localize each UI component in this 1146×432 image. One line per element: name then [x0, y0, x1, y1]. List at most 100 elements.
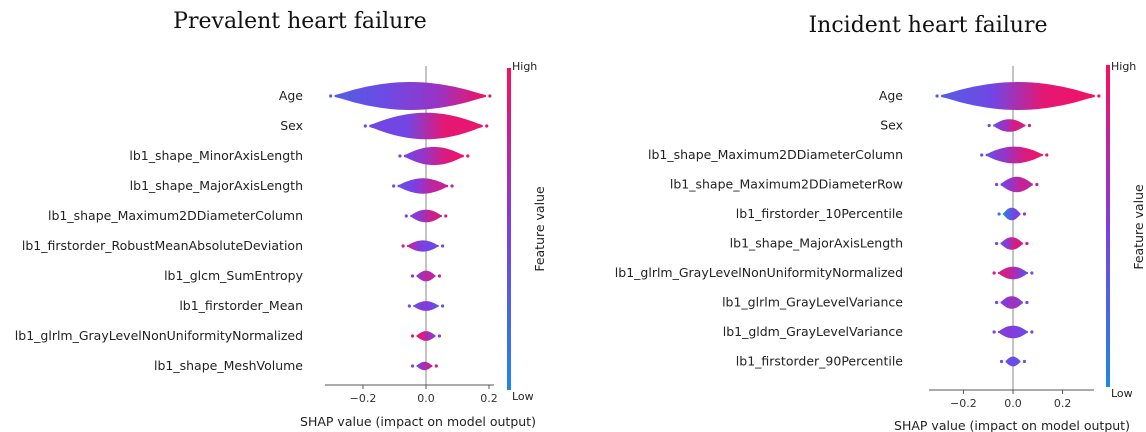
outlier-point — [450, 184, 454, 188]
feature-label: lb1_firstorder_10Percentile — [736, 206, 904, 221]
colorbar-title: Feature value — [1131, 184, 1146, 270]
outlier-point — [992, 330, 996, 334]
violin — [998, 325, 1028, 339]
violin — [413, 301, 439, 311]
violin — [993, 119, 1026, 132]
outlier-point — [1025, 241, 1029, 246]
outlier-point — [1030, 330, 1034, 334]
feature-label: lb1_shape_MeshVolume — [154, 358, 303, 373]
violin — [941, 82, 1095, 110]
outlier-point — [410, 274, 415, 278]
outlier-point — [434, 364, 438, 368]
feature-label: lb1_shape_Maximum2DDiameterColumn — [48, 208, 303, 223]
x-ticks: −0.2 0.0 0.2 — [350, 385, 498, 405]
outlier-point — [992, 271, 996, 275]
outlier-point — [398, 154, 402, 158]
x-tick-label: −0.2 — [950, 397, 977, 410]
violin — [416, 331, 436, 341]
outlier-point — [437, 334, 442, 338]
outlier-point — [329, 94, 333, 98]
feature-label: lb1_firstorder_RobustMeanAbsoluteDeviati… — [22, 238, 303, 253]
outlier-point — [995, 182, 999, 187]
violin — [403, 146, 464, 166]
outlier-point — [1022, 212, 1027, 216]
colorbar-high-label: High — [512, 60, 537, 73]
violin — [1003, 207, 1021, 221]
violin — [985, 146, 1043, 164]
outlier-point — [466, 154, 470, 158]
colorbar-title: Feature value — [532, 186, 547, 272]
x-tick-label: 0.0 — [417, 392, 435, 405]
violin — [407, 240, 439, 252]
outlier-point — [407, 304, 411, 308]
outlier-point — [404, 214, 408, 218]
outlier-point — [401, 244, 405, 248]
outlier-point — [410, 334, 415, 338]
colorbar-high-label: High — [1111, 60, 1136, 73]
panel-incident: Incident heart failure Age Sex lb1_shape_M… — [615, 13, 1146, 432]
outlier-point — [999, 359, 1004, 364]
violin — [998, 266, 1028, 280]
outlier-point — [935, 94, 939, 98]
chart-title: Incident heart failure — [808, 13, 1047, 38]
feature-label: lb1_firstorder_90Percentile — [736, 354, 904, 369]
x-axis-label: SHAP value (impact on model output) — [300, 414, 536, 429]
colorbar — [507, 68, 511, 390]
feature-label: Sex — [280, 118, 303, 133]
feature-label: Age — [279, 88, 303, 103]
violin — [334, 82, 486, 110]
outlier-point — [980, 153, 984, 157]
outlier-point — [987, 123, 991, 128]
outlier-point — [441, 244, 445, 248]
feature-label: lb1_gldm_GrayLevelVariance — [723, 324, 904, 339]
violin — [397, 178, 449, 194]
feature-label: Sex — [880, 118, 903, 133]
outlier-point — [995, 241, 999, 246]
outlier-point — [995, 300, 999, 305]
x-ticks: −0.2 0.0 0.2 — [950, 390, 1071, 410]
outlier-point — [444, 214, 448, 218]
violin — [1000, 176, 1033, 193]
colorbar — [1106, 65, 1110, 387]
violin — [369, 112, 483, 140]
panel-prevalent: Prevalent heart failure Age Sex lb1_shape_… — [15, 9, 547, 429]
colorbar-low-label: Low — [1111, 387, 1133, 400]
feature-label: lb1_shape_MajorAxisLength — [730, 236, 903, 251]
outlier-point — [485, 124, 489, 128]
violin — [416, 361, 433, 371]
outlier-point — [1030, 271, 1034, 275]
chart-title: Prevalent heart failure — [173, 9, 427, 34]
x-axis-label: SHAP value (impact on model output) — [894, 418, 1130, 432]
outlier-point — [410, 364, 415, 368]
feature-label: lb1_glcm_SumEntropy — [164, 268, 304, 283]
violin — [1005, 356, 1021, 367]
outlier-point — [488, 94, 492, 98]
feature-label: Age — [879, 88, 903, 103]
feature-label: lb1_shape_Maximum2DDiameterRow — [670, 177, 903, 192]
feature-label: lb1_glrlm_GrayLevelVariance — [722, 295, 903, 310]
feature-label: lb1_shape_Maximum2DDiameterColumn — [648, 147, 903, 162]
outlier-point — [1025, 300, 1029, 305]
violin — [1000, 237, 1023, 250]
outlier-point — [441, 304, 445, 308]
x-tick-label: 0.2 — [1054, 397, 1072, 410]
violin — [410, 209, 442, 223]
violin — [416, 270, 436, 282]
outlier-point — [1045, 153, 1049, 157]
x-tick-label: 0.0 — [1004, 397, 1022, 410]
outlier-point — [392, 184, 396, 188]
outlier-point — [1035, 182, 1039, 187]
violin-plot: Age Sex lb1_shape_MinorAxisLength lb1_shape… — [15, 66, 492, 385]
feature-label: lb1_shape_MajorAxisLength — [130, 178, 303, 193]
violin — [1000, 296, 1023, 309]
x-tick-label: 0.2 — [480, 392, 498, 405]
feature-label: lb1_glrlm_GrayLevelNonUniformityNormaliz… — [615, 265, 903, 280]
feature-label: lb1_firstorder_Mean — [179, 298, 303, 313]
outlier-point — [1022, 359, 1027, 364]
outlier-point — [1097, 94, 1101, 98]
outlier-point — [363, 124, 367, 128]
outlier-point — [997, 212, 1001, 216]
violin-plot: Age Sex lb1_shape_Maximum2DDiameterColumnl… — [615, 66, 1101, 390]
outlier-point — [437, 274, 442, 278]
